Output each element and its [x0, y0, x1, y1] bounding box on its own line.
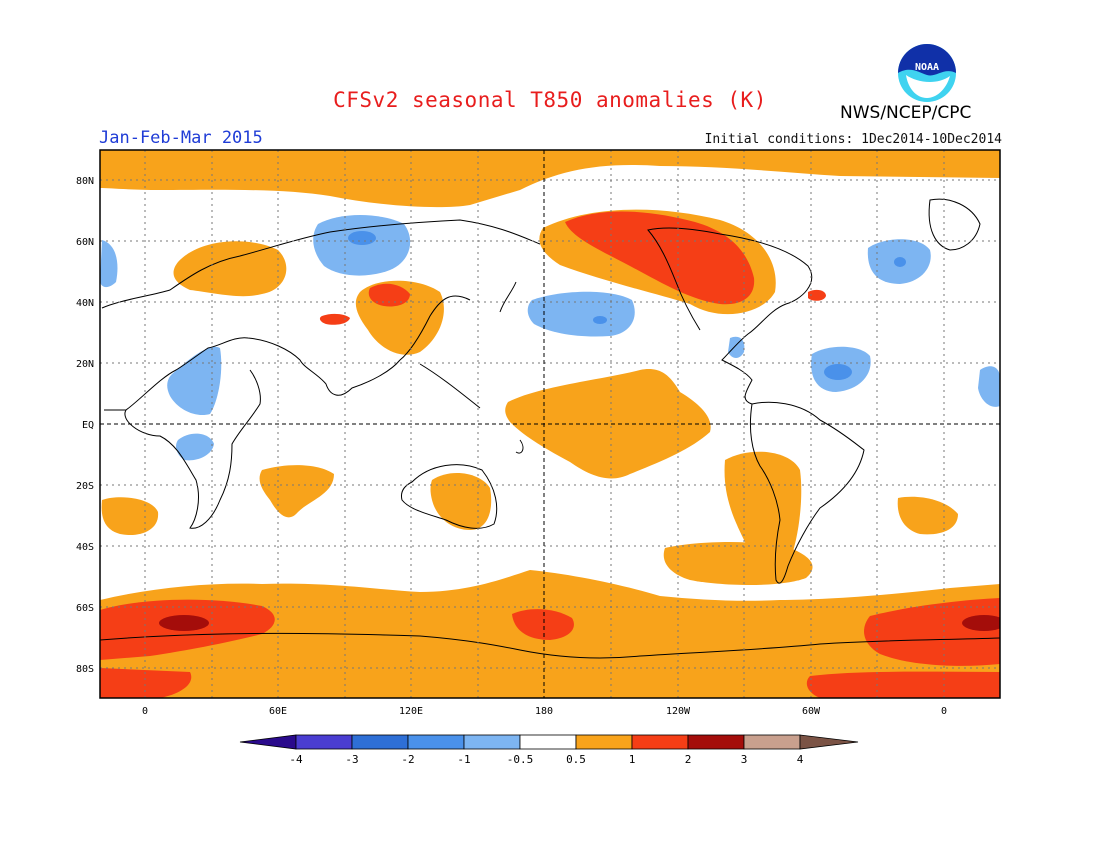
- lat-label: 60N: [76, 237, 94, 248]
- colorbar-label: 3: [741, 753, 748, 766]
- colorbar-segment: [239, 734, 297, 750]
- colorbar-segment: [575, 734, 633, 750]
- lat-label: 80S: [76, 664, 94, 675]
- chart-title: CFSv2 seasonal T850 anomalies (K): [333, 88, 767, 112]
- lon-label: 60W: [802, 706, 821, 717]
- colorbar-segment: [407, 734, 465, 750]
- lon-label: 120W: [666, 706, 691, 717]
- lat-label: 40S: [76, 542, 94, 553]
- lat-lon-grid: [100, 150, 1000, 698]
- forecast-period: Jan-Feb-Mar 2015: [99, 128, 263, 148]
- colorbar-segment: [631, 734, 689, 750]
- equator-dateline: [100, 150, 1000, 698]
- coastlines: [100, 198, 1000, 659]
- logo-text: NOAA: [915, 62, 939, 73]
- colorbar-segment: [351, 734, 409, 750]
- colorbar-label: 2: [685, 753, 692, 766]
- lon-label: 180: [535, 706, 553, 717]
- lon-label: 0: [142, 706, 148, 717]
- lon-label: 0: [941, 706, 947, 717]
- colorbar-segment: [519, 734, 577, 750]
- colorbar-label: -3: [345, 753, 358, 766]
- lon-label: 120E: [399, 706, 423, 717]
- colorbar-label: -1: [457, 753, 470, 766]
- colorbar-segment: [463, 734, 521, 750]
- colorbar-label: -4: [289, 753, 303, 766]
- moderate-cool-regions: [348, 231, 906, 380]
- colorbar: [239, 734, 859, 750]
- colorbar-label: 0.5: [566, 753, 586, 766]
- map-frame: [99, 149, 1001, 699]
- lon-axis: 0 60E 120E 180 120W 60W 0: [142, 706, 947, 717]
- colorbar-segment: [799, 734, 859, 750]
- colorbar-segment: [687, 734, 745, 750]
- colorbar-label: 1: [629, 753, 636, 766]
- colorbar-label: -0.5: [507, 753, 534, 766]
- colorbar-label: -2: [401, 753, 414, 766]
- lat-label: EQ: [82, 420, 94, 431]
- colorbar-segment: [295, 734, 353, 750]
- initial-conditions: Initial conditions: 1Dec2014-10Dec2014: [704, 132, 1002, 147]
- very-strong-warm-regions: [159, 615, 1000, 631]
- lat-label: 20N: [76, 359, 94, 370]
- colorbar-segment: [743, 734, 801, 750]
- colorbar-label: 4: [797, 753, 804, 766]
- agency-label: NWS/NCEP/CPC: [840, 103, 972, 123]
- noaa-logo: NOAA: [896, 42, 958, 104]
- anomaly-map: [100, 150, 1000, 698]
- lat-label: 20S: [76, 481, 94, 492]
- lat-label: 60S: [76, 603, 94, 614]
- lat-label: 40N: [76, 298, 94, 309]
- lat-label: 80N: [76, 176, 94, 187]
- lat-axis: 80N 60N 40N 20N EQ 20S 40S 60S 80S: [76, 176, 94, 675]
- colorbar-labels: -4 -3 -2 -1 -0.5 0.5 1 2 3 4: [289, 753, 803, 766]
- lon-label: 60E: [269, 706, 287, 717]
